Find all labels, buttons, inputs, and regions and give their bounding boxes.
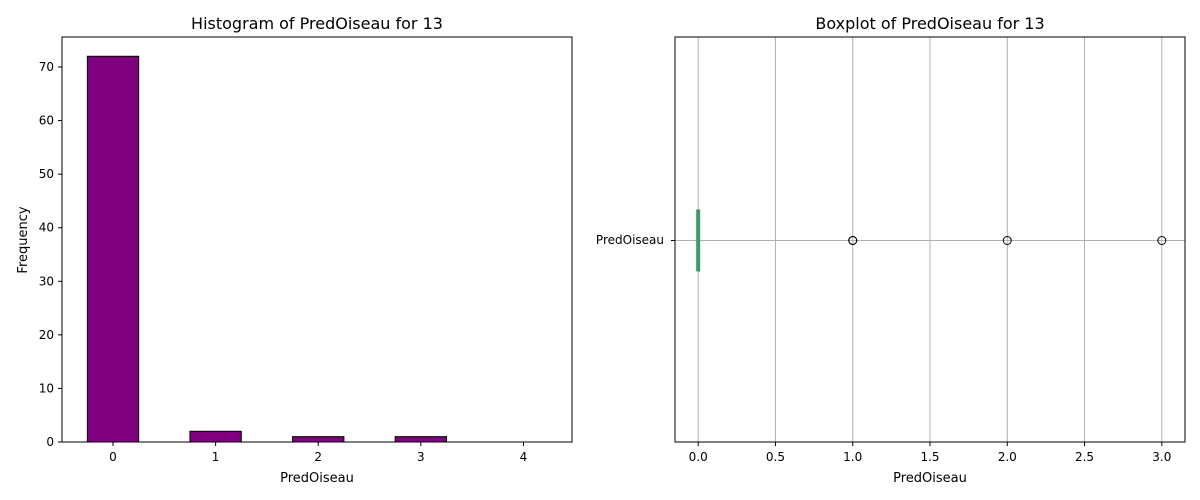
boxplot-x-tick-label: 2.5	[1075, 450, 1094, 464]
histogram-x-tick-label: 2	[314, 450, 322, 464]
histogram-bar	[394, 436, 448, 443]
boxplot-category-label: PredOiseau	[596, 233, 664, 247]
histogram-y-axis-label: Frequency	[16, 206, 31, 273]
histogram-y-tick-label: 70	[39, 60, 54, 74]
histogram-y-tick-label: 50	[39, 167, 54, 181]
boxplot-chart: Boxplot of PredOiseau for 13 0.0 0.5 1.0 1.…	[596, 14, 1186, 486]
histogram-y-tick-label: 60	[39, 114, 54, 128]
histogram-x-axis-label: PredOiseau	[280, 471, 354, 486]
histogram-chart: Histogram of PredOiseau for 13 010203040…	[16, 14, 573, 486]
histogram-frame	[61, 36, 573, 443]
boxplot-outlier-point	[1002, 236, 1012, 245]
histogram-x-tick-label: 1	[212, 450, 220, 464]
histogram-y-tick-label: 20	[39, 328, 54, 342]
boxplot-outlier-point	[848, 236, 858, 245]
boxplot-x-tick-label: 1.0	[843, 450, 862, 464]
histogram-bar	[189, 430, 242, 443]
boxplot-x-tick-label: 2.0	[998, 450, 1017, 464]
histogram-title: Histogram of PredOiseau for 13	[191, 14, 443, 33]
histogram-y-tick-label: 0	[46, 435, 54, 449]
boxplot-x-tick-label: 3.0	[1152, 450, 1171, 464]
boxplot-x-tick-label: 0.5	[766, 450, 785, 464]
histogram-x-tick-label: 0	[109, 450, 117, 464]
histogram-x-tick-label: 3	[417, 450, 425, 464]
histogram-y-tick-label: 30	[39, 274, 54, 288]
boxplot-x-axis-label: PredOiseau	[893, 471, 967, 486]
boxplot-outlier-point	[1157, 236, 1167, 245]
histogram-x-tick-label: 4	[520, 450, 528, 464]
histogram-y-tick-label: 10	[39, 381, 54, 395]
histogram-y-tick-label: 40	[39, 221, 54, 235]
boxplot-title: Boxplot of PredOiseau for 13	[815, 14, 1044, 33]
histogram-bar	[292, 436, 345, 443]
boxplot-x-tick-label: 1.5	[920, 450, 939, 464]
histogram-bar	[86, 55, 140, 443]
boxplot-x-tick-label: 0.0	[689, 450, 708, 464]
